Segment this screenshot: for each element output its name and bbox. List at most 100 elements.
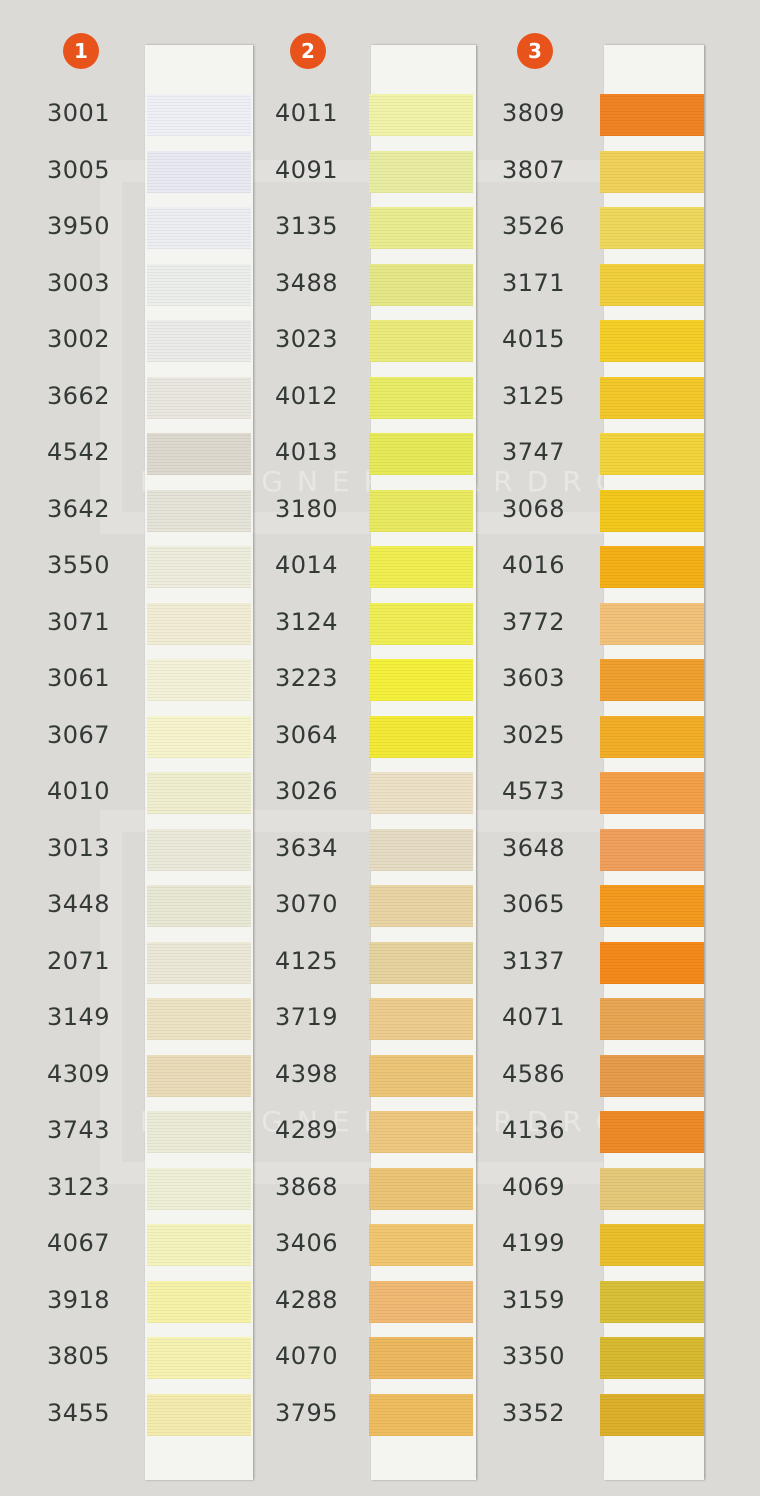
thread-code: 3809 [502, 99, 566, 127]
thread-swatch [147, 546, 251, 588]
thread-swatch [600, 1167, 704, 1210]
thread-swatch [600, 828, 704, 871]
thread-swatch [369, 94, 473, 136]
thread-code: 4586 [502, 1059, 566, 1088]
thread-swatch [600, 941, 704, 984]
thread-swatch [147, 998, 251, 1040]
thread-code: 4071 [502, 1003, 566, 1031]
thread-code: 4016 [502, 551, 566, 579]
thread-swatch [369, 263, 473, 306]
thread-swatch [147, 941, 251, 984]
thread-swatch [147, 320, 251, 362]
thread-swatch [369, 207, 473, 249]
thread-swatch [147, 207, 251, 249]
thread-code: 3002 [47, 325, 111, 353]
thread-swatch [147, 150, 251, 193]
thread-swatch [147, 1167, 251, 1210]
thread-swatch [369, 998, 473, 1040]
thread-code: 4125 [275, 946, 339, 975]
thread-code: 4013 [275, 438, 339, 466]
thread-code: 3067 [47, 720, 111, 749]
thread-swatch [600, 433, 704, 475]
thread-code: 3026 [275, 777, 339, 805]
thread-swatch [369, 1280, 473, 1323]
thread-code: 3743 [47, 1116, 111, 1144]
thread-code: 4014 [275, 551, 339, 579]
thread-code: 4067 [47, 1229, 111, 1257]
thread-code: 3603 [502, 664, 566, 692]
thread-swatch [147, 659, 251, 701]
thread-swatch [147, 602, 251, 645]
column-number-badge: 2 [290, 33, 326, 69]
thread-swatch [600, 320, 704, 362]
thread-swatch [600, 263, 704, 306]
thread-code: 3719 [275, 1003, 339, 1031]
thread-swatch [600, 1111, 704, 1153]
thread-swatch [600, 659, 704, 701]
thread-swatch [369, 885, 473, 927]
thread-code: 3805 [47, 1342, 111, 1370]
thread-code: 4136 [502, 1116, 566, 1144]
thread-swatch [147, 772, 251, 814]
thread-code: 3747 [502, 438, 566, 466]
thread-swatch [369, 828, 473, 871]
thread-code: 3526 [502, 212, 566, 240]
thread-code: 4070 [275, 1342, 339, 1370]
thread-code: 3455 [47, 1398, 111, 1427]
thread-code: 3065 [502, 890, 566, 918]
thread-code: 3005 [47, 155, 111, 184]
thread-code: 3223 [275, 664, 339, 692]
thread-code: 4012 [275, 381, 339, 410]
thread-swatch [369, 659, 473, 701]
thread-code: 3634 [275, 833, 339, 862]
thread-code: 3001 [47, 99, 111, 127]
column-number-badge: 1 [63, 33, 99, 69]
thread-swatch [369, 546, 473, 588]
thread-code: 3550 [47, 551, 111, 579]
thread-swatch [369, 376, 473, 419]
thread-swatch [600, 602, 704, 645]
thread-swatch [369, 1224, 473, 1266]
thread-code: 3013 [47, 833, 111, 862]
thread-code: 4069 [502, 1172, 566, 1201]
column-number-badge: 3 [517, 33, 553, 69]
thread-swatch [600, 1224, 704, 1266]
thread-code: 3023 [275, 325, 339, 353]
thread-swatch [600, 1280, 704, 1323]
thread-swatch [147, 489, 251, 532]
thread-code: 3352 [502, 1398, 566, 1427]
thread-code: 4010 [47, 777, 111, 805]
thread-swatch [600, 207, 704, 249]
thread-swatch [600, 715, 704, 758]
thread-swatch [147, 828, 251, 871]
thread-swatch [600, 150, 704, 193]
thread-code: 3448 [47, 890, 111, 918]
thread-code: 3025 [502, 720, 566, 749]
thread-swatch [147, 1054, 251, 1097]
thread-code: 3868 [275, 1172, 339, 1201]
thread-swatch [369, 941, 473, 984]
thread-swatch [147, 433, 251, 475]
thread-code: 3950 [47, 212, 111, 240]
thread-swatch [600, 546, 704, 588]
thread-swatch [369, 489, 473, 532]
thread-swatch [147, 1224, 251, 1266]
thread-swatch [600, 94, 704, 136]
thread-code: 2071 [47, 946, 111, 975]
thread-swatch [600, 998, 704, 1040]
thread-code: 3159 [502, 1285, 566, 1314]
thread-code: 3070 [275, 890, 339, 918]
thread-swatch [147, 1280, 251, 1323]
thread-code: 4011 [275, 99, 339, 127]
thread-swatch [600, 1054, 704, 1097]
thread-swatch [600, 489, 704, 532]
thread-swatch [369, 150, 473, 193]
thread-swatch [369, 320, 473, 362]
thread-code: 4199 [502, 1229, 566, 1257]
thread-code: 4015 [502, 325, 566, 353]
thread-code: 3918 [47, 1285, 111, 1314]
thread-swatch [369, 602, 473, 645]
thread-swatch [147, 885, 251, 927]
thread-code: 3064 [275, 720, 339, 749]
thread-swatch [147, 94, 251, 136]
